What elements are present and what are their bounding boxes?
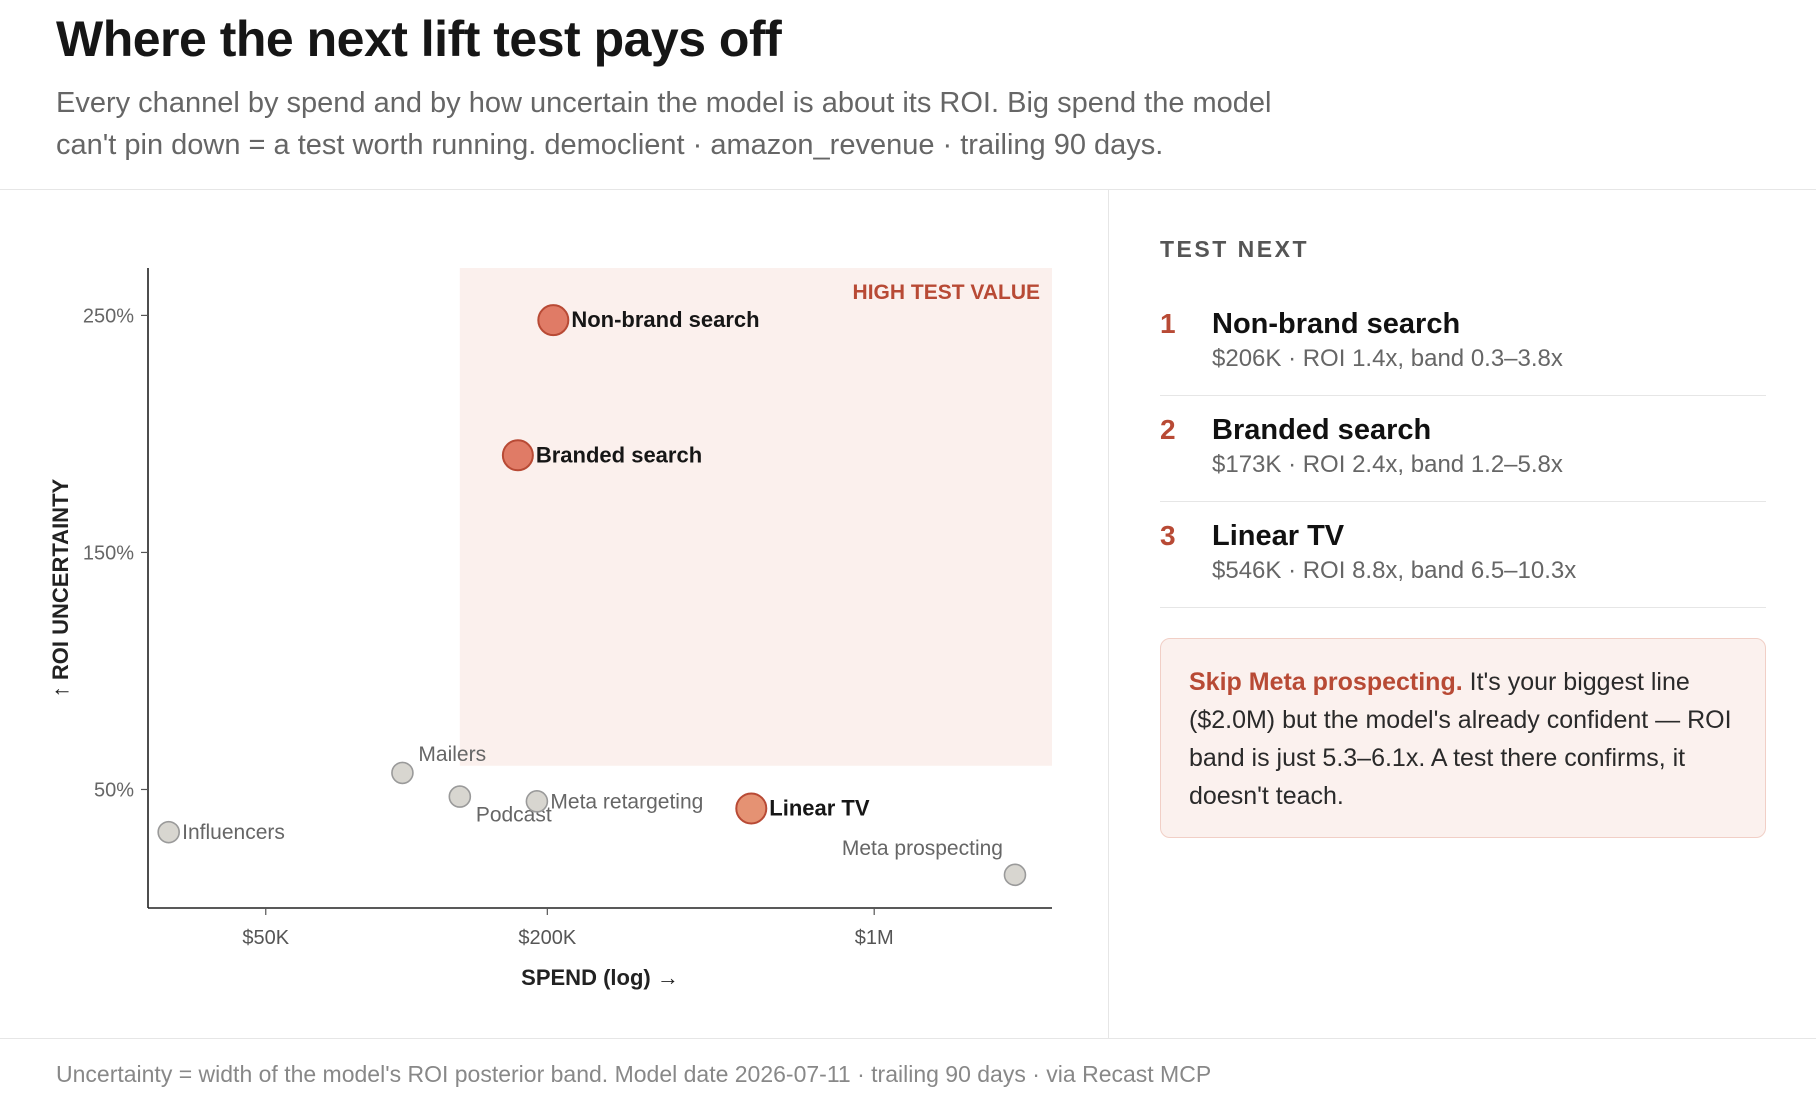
data-point-label: Influencers — [182, 821, 285, 844]
data-point — [157, 820, 180, 844]
y-axis-title: ↑ ROI UNCERTAINTY — [48, 478, 73, 697]
x-axis-title: SPEND (log) → — [521, 965, 679, 990]
skip-callout: Skip Meta prospecting. It's your biggest… — [1160, 638, 1766, 838]
y-tick-label: 150% — [83, 542, 134, 564]
data-point — [501, 439, 534, 472]
rank-number: 3 — [1160, 520, 1176, 551]
rank-item: 3 Linear TV $546K · ROI 8.8x, band 6.5–1… — [1160, 502, 1766, 608]
main-content: HIGH TEST VALUE 50% 150% 250% $50K $200K $1M SP… — [0, 190, 1816, 1039]
x-tick-label: $50K — [242, 927, 289, 949]
data-point — [735, 792, 768, 825]
rank-channel-detail: $546K · ROI 8.8x, band 6.5–10.3x — [1212, 557, 1577, 584]
y-tick-label: 250% — [83, 305, 134, 327]
header: Where the next lift test pays off Every … — [0, 0, 1816, 190]
x-tick-label: $1M — [855, 927, 894, 949]
scatter-chart: HIGH TEST VALUE 50% 150% 250% $50K $200K $1M SP… — [48, 268, 1052, 990]
rank-channel-detail: $206K · ROI 1.4x, band 0.3–3.8x — [1212, 345, 1563, 372]
rank-channel-name: Linear TV — [1212, 520, 1345, 552]
footer-note: Uncertainty = width of the model's ROI p… — [56, 1061, 1212, 1087]
data-point-label: Branded search — [536, 442, 702, 467]
data-point-label: Mailers — [418, 743, 486, 766]
test-next-heading: TEST NEXT — [1160, 236, 1310, 262]
rank-list: 1 Non-brand search $206K · ROI 1.4x, ban… — [1160, 290, 1766, 608]
rank-number: 2 — [1160, 414, 1176, 445]
high-test-value-label: HIGH TEST VALUE — [853, 281, 1040, 304]
chart-panel: HIGH TEST VALUE 50% 150% 250% $50K $200K $1M SP… — [0, 190, 1109, 1038]
skip-callout-lead: Skip Meta prospecting. — [1189, 668, 1463, 696]
data-point-label: Linear TV — [769, 795, 870, 820]
rank-number: 1 — [1160, 308, 1176, 339]
page-subtitle: Every channel by spend and by how uncert… — [56, 87, 1272, 161]
data-point — [391, 761, 414, 785]
rank-item: 2 Branded search $173K · ROI 2.4x, band … — [1160, 396, 1766, 502]
data-point-label: Meta retargeting — [550, 790, 703, 813]
data-point-label: Non-brand search — [571, 307, 759, 332]
data-point — [448, 785, 472, 808]
rank-channel-name: Branded search — [1212, 414, 1432, 446]
data-point — [525, 790, 549, 813]
x-tick-label: $200K — [518, 927, 576, 949]
page-title: Where the next lift test pays off — [56, 11, 782, 67]
rank-item: 1 Non-brand search $206K · ROI 1.4x, ban… — [1160, 290, 1766, 396]
y-tick-label: 50% — [94, 779, 134, 801]
rank-channel-name: Non-brand search — [1212, 308, 1461, 340]
data-point-label: Meta prospecting — [842, 837, 1003, 860]
rank-channel-detail: $173K · ROI 2.4x, band 1.2–5.8x — [1212, 451, 1563, 478]
data-point — [537, 304, 570, 337]
data-point — [1003, 863, 1027, 887]
skip-callout-text: It's your biggest line ($2.0M) but the m… — [1189, 668, 1732, 810]
high-test-value-region — [459, 268, 1052, 766]
